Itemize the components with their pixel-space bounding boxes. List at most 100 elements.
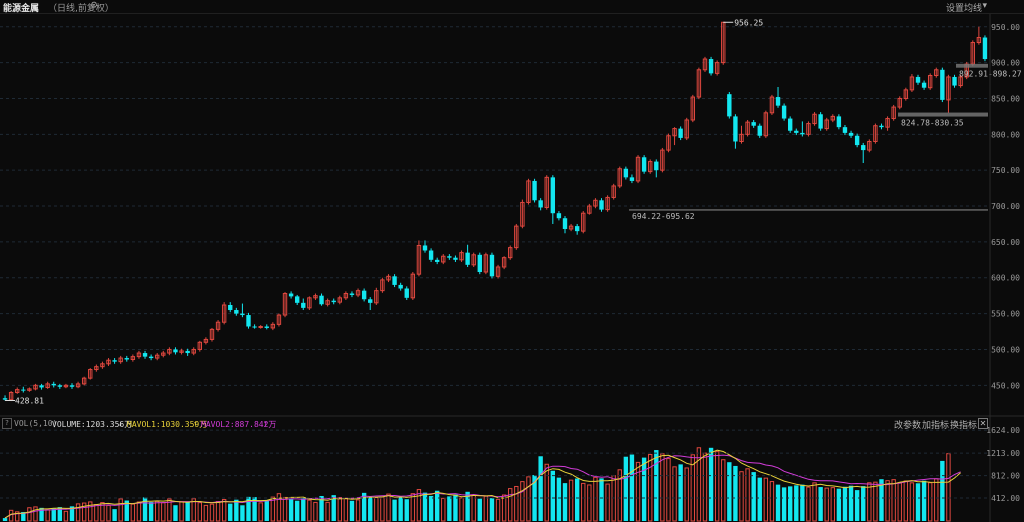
candle-body [714, 62, 720, 74]
candle-body [2, 398, 8, 400]
volume-bar [319, 495, 324, 521]
volume-bar [179, 501, 184, 522]
volume-bar [27, 507, 32, 522]
candle-body [660, 149, 665, 171]
candle-body [830, 115, 835, 121]
volume-tick-label: 812.00 [991, 472, 1020, 481]
close-icon[interactable]: ✕ [978, 418, 988, 429]
volume-bar [276, 493, 282, 522]
candle-body [51, 383, 56, 386]
change-params-button[interactable]: 改参数 [894, 421, 922, 431]
add-indicator-button[interactable]: 加指标 [922, 421, 950, 431]
candle-body [495, 266, 501, 277]
candle-body [191, 348, 196, 354]
candle-body [727, 94, 732, 117]
volume-bar [112, 509, 117, 521]
volume-bar [100, 502, 105, 522]
candle-body [982, 37, 988, 60]
volume-bar [690, 454, 695, 522]
volume-bar [763, 477, 769, 522]
volume-bar [508, 488, 513, 522]
volume-bar [879, 479, 884, 521]
candle-body [124, 358, 129, 360]
candle-body [21, 389, 26, 391]
mavol1-value: MAVOL1:1030.359万 [127, 420, 208, 429]
candle-body [112, 360, 117, 362]
volume-bar [368, 497, 373, 521]
chart-title: 能源金属 [3, 4, 40, 14]
volume-bar [39, 507, 44, 521]
volume-bar [818, 487, 823, 521]
candle-body [617, 168, 622, 187]
set-ma-button[interactable]: 设置均线 [945, 4, 982, 14]
volume-bar [258, 502, 263, 522]
volume-bar [142, 497, 148, 521]
candle-body [343, 293, 349, 299]
candle-body [605, 196, 610, 211]
candle-body [368, 299, 373, 303]
volume-bar [733, 465, 738, 521]
candle-body [483, 254, 489, 273]
volume-bar [751, 472, 756, 521]
volume-bar [483, 495, 489, 522]
candle-body [477, 254, 482, 273]
volume-bar [501, 494, 507, 522]
volume-bar [386, 493, 391, 522]
candle-body [301, 302, 306, 308]
candle-body [106, 359, 111, 365]
volume-bar [885, 480, 890, 522]
candle-body [465, 252, 470, 265]
volume-bar [416, 489, 422, 522]
candle-body [404, 288, 409, 298]
indicator-name: VOL(5,10) [14, 419, 58, 428]
candle-body [173, 349, 178, 353]
price-tick-label: 900.00 [991, 59, 1020, 68]
candle-body [836, 116, 842, 128]
volume-tick-label: 1624.00 [986, 426, 1020, 435]
high-price-label: 956.25 [734, 18, 763, 27]
volume-bar [721, 459, 726, 522]
volume-bar [775, 484, 781, 521]
candle-body [568, 225, 574, 230]
divider [0, 13, 1024, 14]
arrow-down-icon: ↓ [118, 419, 123, 428]
candle-body [246, 315, 251, 327]
volume-tick-label: 412.00 [991, 494, 1020, 503]
volume-bar [124, 500, 129, 521]
candle-body [179, 350, 184, 353]
candle-body [520, 201, 525, 227]
candle-body [818, 114, 823, 129]
help-icon[interactable]: ? [2, 418, 12, 429]
volume-bar [94, 503, 99, 522]
volume-bar [867, 482, 872, 522]
candle-body [434, 259, 440, 262]
volume-bar [240, 505, 245, 521]
candle-body [288, 293, 294, 297]
switch-indicator-button[interactable]: 换指标 [950, 421, 978, 431]
volume-bar [434, 490, 440, 521]
candle-body [800, 132, 805, 135]
price-tick-label: 950.00 [991, 23, 1020, 32]
volume-bar [2, 518, 8, 521]
chevron-down-icon[interactable]: ▾ [982, 1, 987, 11]
volume-bar [489, 498, 495, 521]
price-tick-label: 650.00 [991, 238, 1020, 247]
gear-icon[interactable]: ⚙ [90, 1, 99, 11]
chart-subtitle: （日线,前复权） [48, 4, 114, 14]
volume-bar [282, 496, 288, 522]
price-tick-label: 600.00 [991, 274, 1020, 283]
candle-body [209, 328, 215, 340]
volume-axis: 1624.00 1213.00 812.00 412.00 [0, 426, 1020, 503]
candle-body [355, 290, 361, 296]
candle-body [574, 226, 580, 232]
volume-bar [191, 498, 196, 522]
candle-body [307, 297, 312, 309]
candle-body [958, 76, 963, 87]
volume-bar [51, 508, 56, 521]
volume-bar [161, 502, 166, 522]
volume-bar [562, 483, 568, 521]
candle-body [879, 125, 884, 128]
volume-bar [666, 458, 671, 522]
price-chart[interactable]: 956.25 428.81 694.22-695.62 824.78-830.3… [0, 14, 1024, 522]
arrow-up-icon: ↑ [263, 419, 268, 428]
